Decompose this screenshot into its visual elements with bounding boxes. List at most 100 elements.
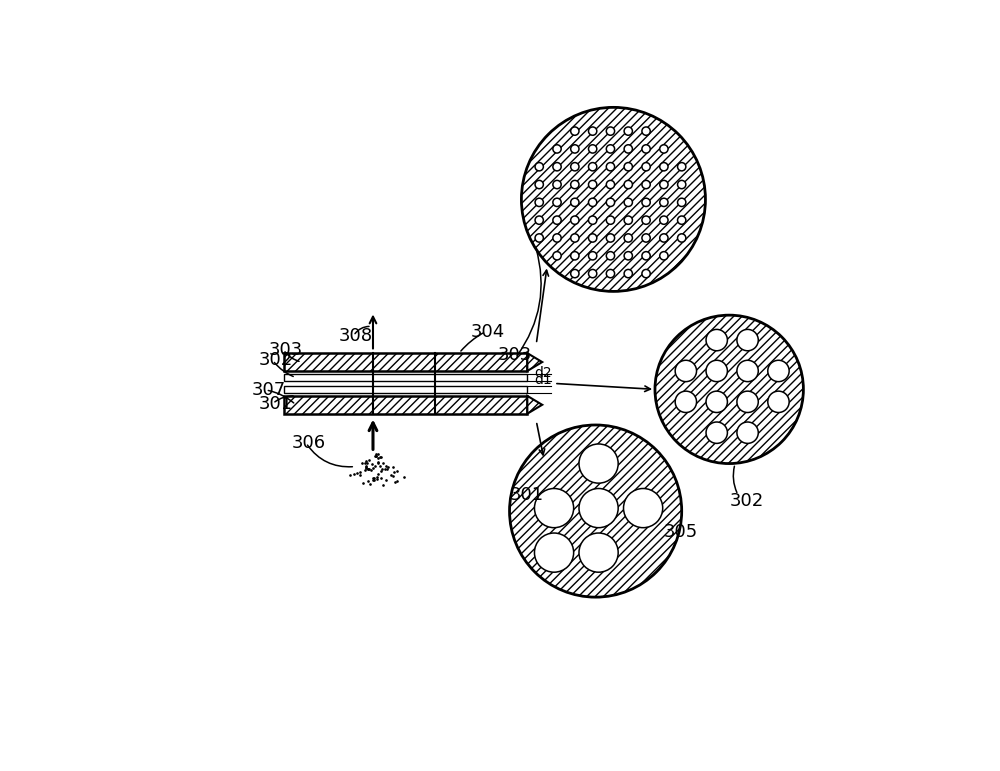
Text: 302: 302: [258, 352, 293, 369]
Polygon shape: [527, 353, 542, 371]
Circle shape: [706, 329, 727, 351]
Circle shape: [675, 391, 697, 412]
Circle shape: [553, 216, 561, 224]
Text: 303: 303: [269, 341, 303, 359]
Text: d2: d2: [534, 366, 551, 380]
Bar: [284, 386, 527, 393]
Circle shape: [737, 391, 758, 412]
Circle shape: [660, 216, 668, 224]
Circle shape: [624, 251, 632, 260]
Circle shape: [642, 198, 650, 207]
Circle shape: [624, 489, 663, 527]
Circle shape: [624, 234, 632, 242]
Circle shape: [588, 127, 597, 135]
Circle shape: [678, 180, 686, 189]
Circle shape: [624, 216, 632, 224]
Circle shape: [571, 163, 579, 171]
Circle shape: [534, 533, 574, 572]
Circle shape: [737, 360, 758, 382]
Circle shape: [706, 391, 727, 412]
Text: 303: 303: [498, 346, 532, 364]
Circle shape: [768, 391, 789, 412]
Text: 305: 305: [664, 523, 698, 540]
Circle shape: [588, 198, 597, 207]
Circle shape: [579, 533, 618, 572]
Text: d1: d1: [534, 373, 552, 387]
Circle shape: [588, 234, 597, 242]
Circle shape: [535, 163, 543, 171]
Circle shape: [579, 444, 618, 483]
Circle shape: [606, 216, 615, 224]
Circle shape: [660, 145, 668, 153]
Circle shape: [642, 234, 650, 242]
Circle shape: [606, 269, 615, 278]
Text: 307: 307: [251, 381, 286, 399]
Circle shape: [768, 360, 789, 382]
Bar: [284, 396, 527, 414]
Circle shape: [660, 198, 668, 207]
Circle shape: [678, 216, 686, 224]
Circle shape: [606, 127, 615, 135]
Circle shape: [571, 216, 579, 224]
Circle shape: [642, 145, 650, 153]
Circle shape: [535, 198, 543, 207]
Circle shape: [606, 198, 615, 207]
Text: 301: 301: [258, 395, 293, 412]
Circle shape: [737, 329, 758, 351]
Circle shape: [606, 251, 615, 260]
Circle shape: [624, 180, 632, 189]
Circle shape: [660, 180, 668, 189]
Circle shape: [588, 163, 597, 171]
Circle shape: [642, 180, 650, 189]
Circle shape: [655, 315, 803, 463]
Circle shape: [660, 251, 668, 260]
Bar: [284, 374, 527, 381]
Circle shape: [534, 489, 574, 527]
Circle shape: [510, 425, 682, 597]
Circle shape: [642, 163, 650, 171]
Circle shape: [521, 107, 705, 291]
Bar: [284, 353, 527, 371]
Circle shape: [606, 180, 615, 189]
Circle shape: [535, 180, 543, 189]
Circle shape: [571, 269, 579, 278]
Text: 301: 301: [510, 486, 544, 504]
Circle shape: [642, 216, 650, 224]
Text: 308: 308: [339, 327, 373, 345]
Circle shape: [553, 234, 561, 242]
Text: 304: 304: [471, 323, 505, 341]
Circle shape: [553, 198, 561, 207]
Circle shape: [624, 269, 632, 278]
Circle shape: [678, 163, 686, 171]
Circle shape: [606, 163, 615, 171]
Circle shape: [553, 163, 561, 171]
Circle shape: [571, 145, 579, 153]
Circle shape: [571, 198, 579, 207]
Circle shape: [678, 198, 686, 207]
Circle shape: [535, 234, 543, 242]
Circle shape: [535, 216, 543, 224]
Circle shape: [606, 145, 615, 153]
Circle shape: [571, 180, 579, 189]
Circle shape: [579, 489, 618, 527]
Circle shape: [675, 360, 697, 382]
Circle shape: [571, 234, 579, 242]
Circle shape: [588, 216, 597, 224]
Circle shape: [553, 251, 561, 260]
Circle shape: [642, 127, 650, 135]
Circle shape: [678, 234, 686, 242]
Circle shape: [660, 234, 668, 242]
Circle shape: [737, 422, 758, 443]
Circle shape: [588, 145, 597, 153]
Circle shape: [571, 251, 579, 260]
Circle shape: [624, 145, 632, 153]
Circle shape: [642, 269, 650, 278]
Circle shape: [588, 269, 597, 278]
Circle shape: [588, 180, 597, 189]
Circle shape: [660, 163, 668, 171]
Circle shape: [624, 163, 632, 171]
Circle shape: [624, 198, 632, 207]
Polygon shape: [527, 396, 542, 414]
Circle shape: [553, 180, 561, 189]
Circle shape: [642, 251, 650, 260]
